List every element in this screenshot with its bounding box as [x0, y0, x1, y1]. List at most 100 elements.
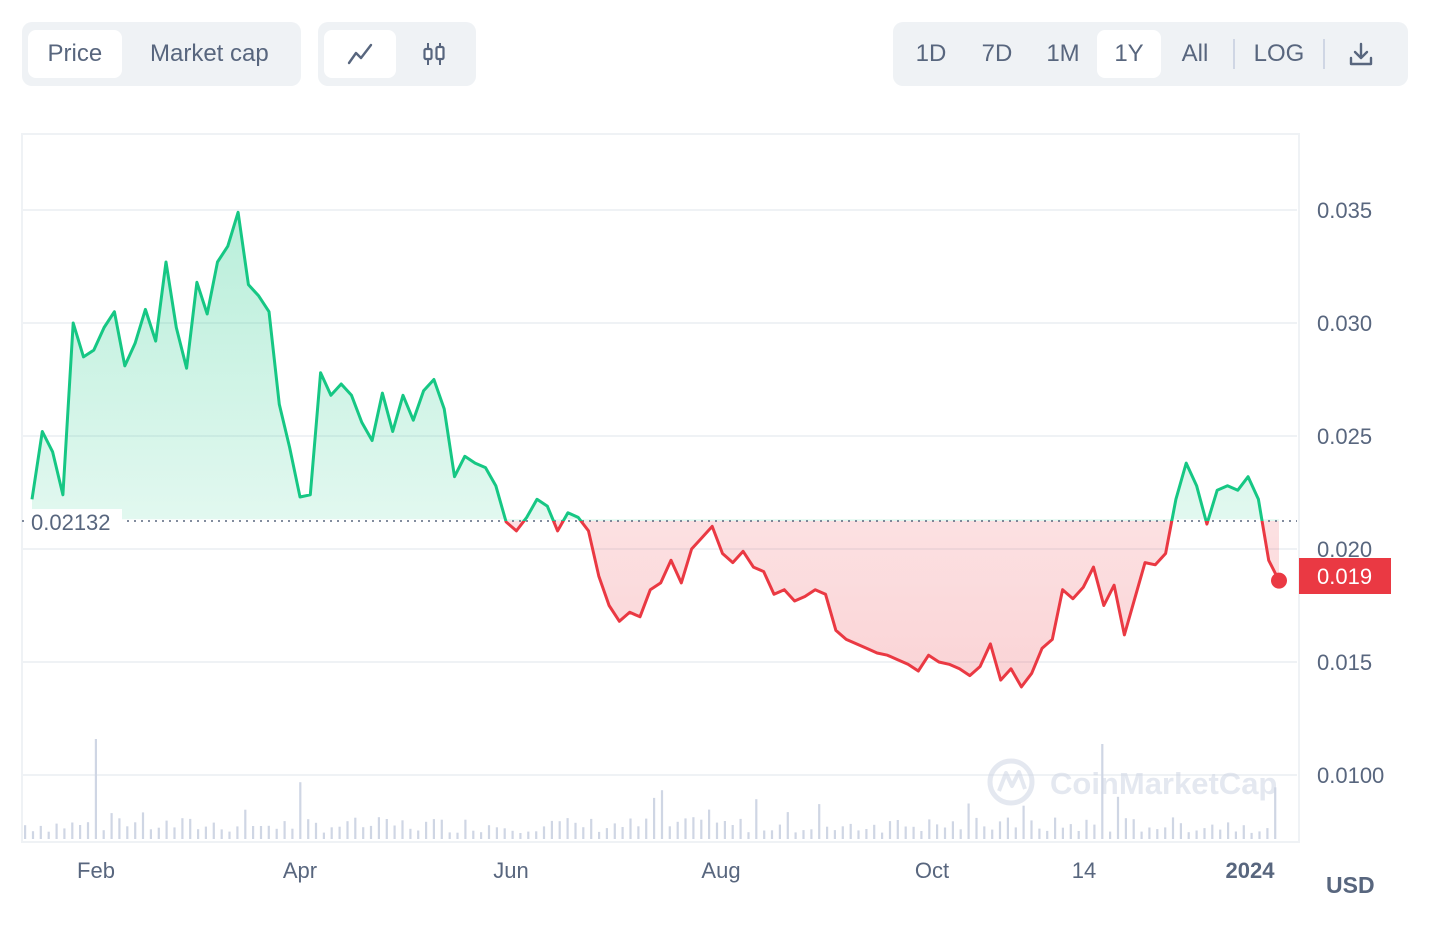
- volume-bar: [283, 821, 286, 839]
- volume-bar: [393, 825, 396, 839]
- volume-bar: [1085, 819, 1088, 839]
- y-tick-label: 0.035: [1317, 198, 1372, 223]
- range-1d[interactable]: 1D: [915, 40, 947, 67]
- volume-bar: [841, 826, 844, 839]
- y-tick-label: 0.025: [1317, 424, 1372, 449]
- volume-bar: [1093, 824, 1096, 839]
- volume-bar: [338, 826, 341, 839]
- volume-bar: [401, 820, 404, 839]
- volume-bar: [495, 827, 498, 839]
- volume-bar: [723, 821, 726, 839]
- volume-bar: [487, 825, 491, 839]
- volume-bar: [873, 824, 876, 839]
- volume-bar: [826, 826, 829, 839]
- current-price-label: 0.019: [1317, 564, 1372, 589]
- volume-bar: [39, 825, 42, 839]
- volume-bar: [629, 818, 632, 839]
- volume-bar: [220, 829, 223, 839]
- volume-bar: [252, 826, 255, 839]
- download-button[interactable]: [1331, 30, 1391, 78]
- volume-bar: [598, 831, 601, 839]
- volume-bar: [157, 827, 160, 839]
- volume-bar: [173, 827, 176, 839]
- volume-bar: [94, 739, 97, 839]
- volume-bar: [377, 817, 380, 839]
- volume-bar: [1211, 824, 1214, 839]
- range-1y[interactable]: 1Y: [1097, 30, 1161, 78]
- volume-bar: [307, 819, 310, 839]
- currency-label: USD: [1326, 872, 1375, 898]
- x-axis: Feb Apr Jun Aug Oct 14 2024: [77, 858, 1275, 883]
- volume-bar: [912, 826, 915, 839]
- log-scale-toggle[interactable]: LOG: [1253, 40, 1305, 67]
- x-tick-label: Feb: [77, 858, 115, 883]
- tab-price[interactable]: Price: [28, 30, 122, 78]
- volume-bar: [833, 830, 836, 839]
- volume-bar: [110, 813, 113, 839]
- volume-bar: [818, 804, 821, 839]
- area-below-baseline: [505, 521, 1279, 687]
- range-1m[interactable]: 1M: [1046, 40, 1080, 67]
- tab-market-cap[interactable]: Market cap: [149, 40, 269, 67]
- volume-bar: [566, 818, 569, 839]
- volume-bar: [1030, 820, 1033, 839]
- volume-bar: [259, 826, 263, 839]
- watermark-text: CoinMarketCap: [1050, 766, 1277, 801]
- volume-bar: [936, 824, 939, 839]
- volume-bar: [519, 833, 522, 839]
- chart-type-toggle: [318, 22, 476, 86]
- volume-bar: [181, 818, 184, 839]
- volume-bar: [1250, 832, 1253, 839]
- x-tick-label: Apr: [283, 858, 317, 883]
- volume-bar: [967, 803, 970, 839]
- range-7d[interactable]: 7D: [981, 40, 1013, 67]
- range-toggle: 1D 7D 1M 1Y All LOG: [893, 22, 1408, 86]
- volume-bar: [794, 832, 797, 839]
- volume-bar: [1156, 829, 1159, 839]
- volume-bar: [660, 790, 664, 839]
- volume-bar: [605, 828, 608, 839]
- range-all[interactable]: All: [1181, 40, 1209, 67]
- volume-bar: [1148, 827, 1151, 839]
- volume-bar: [1179, 823, 1182, 839]
- volume-bar: [731, 825, 734, 839]
- volume-bar: [739, 818, 742, 839]
- volume-bar: [668, 826, 671, 839]
- volume-bar: [747, 832, 750, 839]
- volume-bar: [1187, 832, 1190, 839]
- volume-bar: [1140, 831, 1143, 839]
- volume-bar: [1116, 796, 1120, 839]
- volume-bar: [1195, 830, 1198, 839]
- volume-bar: [684, 818, 687, 839]
- volume-bar: [228, 831, 231, 839]
- volume-bar: [535, 831, 538, 839]
- volume-bar: [1038, 828, 1041, 839]
- volume-bar: [79, 825, 82, 839]
- volume-bar: [920, 831, 923, 839]
- y-axis: 0.035 0.030 0.025 0.020 0.015 0.0100: [1317, 198, 1384, 788]
- candlestick-button[interactable]: [398, 30, 470, 78]
- volume-bar: [86, 822, 90, 839]
- volume-bar: [1242, 825, 1245, 839]
- volume-bar: [763, 830, 766, 839]
- volume-bar: [440, 819, 443, 839]
- x-tick-label: 14: [1072, 858, 1096, 883]
- volume-bar: [1203, 828, 1206, 839]
- price-line-up: [30, 210, 1264, 521]
- volume-bar: [1054, 817, 1057, 839]
- volume-bar: [574, 822, 577, 839]
- volume-bar: [1006, 817, 1009, 839]
- volume-bar: [71, 822, 74, 839]
- volume-bar: [448, 832, 451, 839]
- volume-bar: [865, 829, 868, 839]
- line-chart-button[interactable]: [324, 30, 396, 78]
- volume-bar: [645, 818, 648, 839]
- download-icon: [1349, 42, 1373, 66]
- x-tick-label: Aug: [701, 858, 740, 883]
- volume-bar: [802, 830, 805, 839]
- volume-bar: [267, 825, 270, 839]
- volume-bar: [47, 831, 50, 839]
- volume-bar: [676, 821, 679, 839]
- volume-bar: [700, 819, 703, 839]
